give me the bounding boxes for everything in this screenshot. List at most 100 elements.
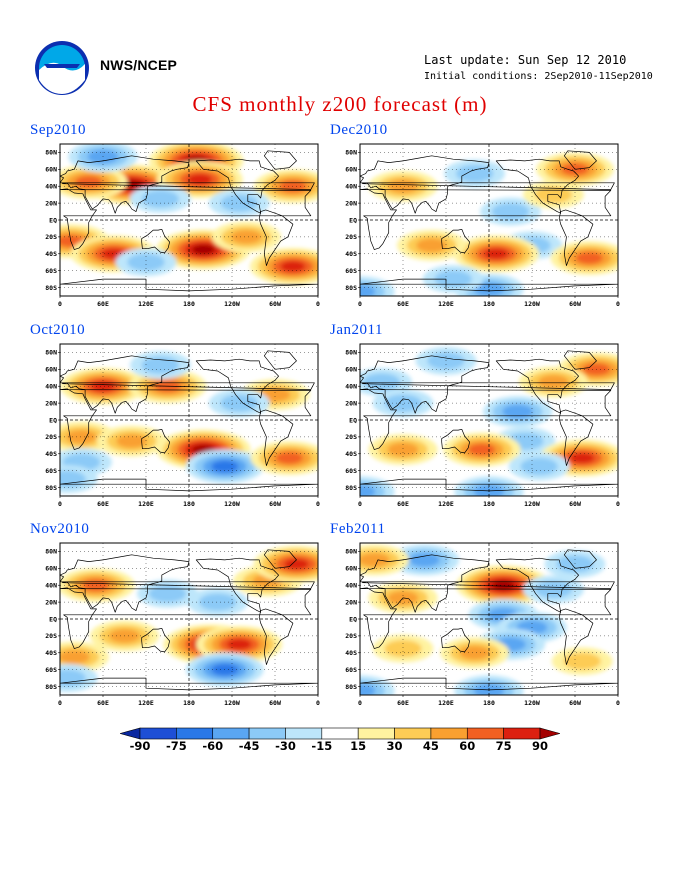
longitude-tick-label: 60W [269, 699, 281, 705]
map-panel: Oct2010 80N 60N 40N 20N EQ 20S 40S 60S 80S 0 60E 12… [28, 322, 328, 506]
latitude-tick-label: 60N [45, 565, 57, 573]
coastline [441, 428, 470, 454]
coastline [563, 549, 597, 569]
anomaly-contour [275, 452, 303, 464]
anomaly-contour [60, 650, 90, 664]
latitude-tick-label: 60S [345, 666, 357, 674]
anomaly-contour [360, 683, 376, 695]
anomaly-map: 80N 60N 40N 20N EQ 20S 40S 60S 80S 0 60E 120E 180 120… [345, 542, 620, 705]
longitude-tick-label: 0 [616, 300, 620, 306]
map-panel: Feb2011 80N 60N 40N 20N EQ 20S 40S 60S 80S 0 60E 12… [328, 521, 628, 705]
latitude-tick-label: 40N [45, 183, 57, 191]
colorbar-label: 15 [350, 739, 366, 753]
latitude-tick-label: EQ [49, 416, 57, 424]
latitude-tick-label: 20S [345, 632, 357, 640]
anomaly-contour [575, 252, 603, 264]
agency-name: NWS/NCEP [100, 57, 178, 73]
anomaly-contour [280, 261, 306, 272]
colorbar-bin [176, 727, 214, 740]
panel-label: Jan2011 [330, 322, 383, 338]
longitude-tick-label: 180 [183, 699, 195, 705]
colorbar-bin [394, 727, 432, 740]
colorbar-label: 90 [532, 739, 548, 753]
colorbar-label: 60 [459, 739, 475, 753]
anomaly-contour [384, 394, 422, 412]
anomaly-contour [66, 429, 97, 444]
colorbar-bin [285, 727, 323, 740]
colorbar-bin [139, 727, 177, 740]
panel-label: Feb2011 [330, 521, 386, 537]
coastline [141, 627, 170, 653]
latitude-tick-label: 40S [45, 250, 57, 258]
colorbar-label: -90 [130, 739, 151, 753]
longitude-tick-label: 120E [438, 699, 454, 705]
latitude-tick-label: 20S [45, 632, 57, 640]
latitude-tick-label: 80S [45, 484, 57, 492]
map-panel: Nov2010 80N 60N 40N 20N EQ 20S 40S 60S 80S 0 60E 12… [28, 521, 328, 705]
colorbar-bin [503, 727, 541, 740]
longitude-tick-label: 60E [397, 699, 409, 705]
longitude-tick-label: 0 [316, 500, 320, 506]
latitude-tick-label: 20S [345, 233, 357, 241]
colorbar-label: -45 [239, 739, 260, 753]
coastline [558, 409, 594, 466]
latitude-tick-label: 80S [345, 284, 357, 292]
colorbar-label: -75 [166, 739, 187, 753]
anomaly-contour [230, 229, 262, 244]
coastline [563, 150, 597, 170]
latitude-tick-label: EQ [349, 615, 357, 623]
colorbar-bin [118, 727, 141, 740]
anomaly-contour [434, 270, 472, 288]
coastline [441, 228, 470, 254]
latitude-tick-label: 60N [345, 366, 357, 374]
coastline [360, 587, 612, 649]
anomaly-contour [360, 484, 376, 496]
latitude-tick-label: 80S [345, 484, 357, 492]
longitude-tick-label: 180 [483, 300, 495, 306]
anomaly-contour [127, 253, 165, 271]
longitude-tick-label: 60W [569, 500, 581, 506]
anomaly-contour [459, 645, 491, 660]
coastline [263, 350, 297, 370]
latitude-tick-label: 20S [45, 233, 57, 241]
initial-conditions: Initial conditions: 2Sep2010-11Sep2010 [424, 71, 653, 82]
longitude-tick-label: 60W [269, 500, 281, 506]
longitude-tick-label: 180 [483, 699, 495, 705]
latitude-tick-label: 60S [45, 666, 57, 674]
anomaly-map: 80N 60N 40N 20N EQ 20S 40S 60S 80S 0 60E 120E 180 120… [45, 343, 320, 506]
latitude-tick-label: 40N [45, 582, 57, 590]
anomaly-map: 80N 60N 40N 20N EQ 20S 40S 60S 80S 0 60E 120E 180 120… [345, 343, 620, 506]
anomaly-contour [220, 194, 258, 212]
anomaly-contour [284, 558, 309, 570]
latitude-tick-label: 80S [45, 683, 57, 691]
coastline [60, 278, 318, 292]
anomaly-contour [211, 460, 239, 473]
latitude-tick-label: 20N [345, 598, 357, 606]
anomaly-map: 80N 60N 40N 20N EQ 20S 40S 60S 80S 0 60E 120E 180 120… [45, 542, 320, 705]
latitude-tick-label: 60S [45, 267, 57, 275]
coastline [263, 549, 297, 569]
colorbar-bin [539, 727, 562, 740]
coastline [258, 209, 294, 266]
longitude-tick-label: 0 [616, 500, 620, 506]
latitude-tick-label: 60N [45, 366, 57, 374]
latitude-tick-label: 60S [345, 267, 357, 275]
map-panel: Dec2010 80N 60N 40N 20N EQ 20S 40S 60S 80S 0 60E 12… [328, 122, 628, 306]
longitude-tick-label: 120W [524, 300, 540, 306]
coastline [360, 188, 612, 250]
coastline [60, 478, 318, 492]
longitude-tick-label: 0 [58, 500, 62, 506]
longitude-tick-label: 60E [397, 300, 409, 306]
longitude-tick-label: 60E [97, 500, 109, 506]
latitude-tick-label: 20N [345, 199, 357, 207]
longitude-tick-label: 0 [358, 500, 362, 506]
coastline [558, 608, 594, 665]
colorbar-label: -60 [202, 739, 223, 753]
anomaly-contour [384, 639, 422, 658]
coastline [360, 677, 618, 691]
colorbar-bin [321, 727, 359, 740]
coastline [558, 209, 594, 266]
anomaly-contour [360, 552, 390, 567]
anomaly-contour [198, 593, 237, 611]
latitude-tick-label: 40S [45, 649, 57, 657]
